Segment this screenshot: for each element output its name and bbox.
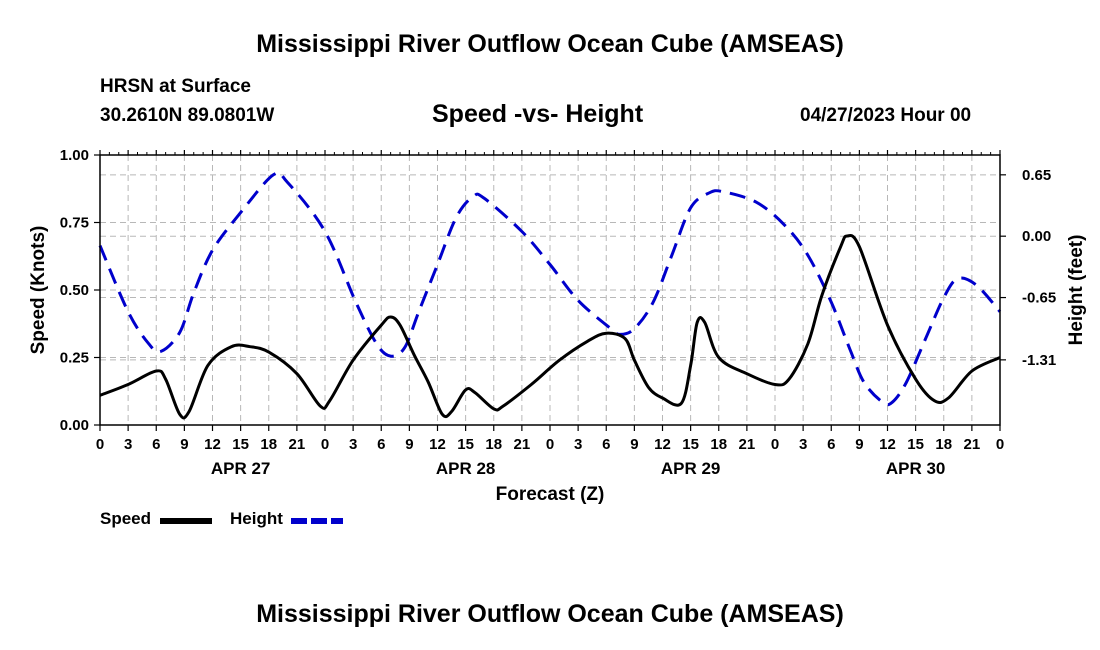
x-tick-label: 18: [710, 436, 727, 453]
x-tick-label: 0: [321, 436, 329, 453]
speed-series-line: [99, 233, 1001, 420]
x-tick-label: 6: [602, 436, 610, 453]
y-right-tick-label: 0.00: [1022, 228, 1051, 245]
x-tick-label: 21: [514, 436, 531, 453]
x-tick-label: 12: [879, 436, 896, 453]
y-right-tick-label: 0.65: [1022, 167, 1051, 184]
x-tick-label: 0: [771, 436, 779, 453]
x-tick-label: 6: [377, 436, 385, 453]
x-tick-label: 21: [739, 436, 756, 453]
series-layer: [98, 171, 1002, 420]
y-right-tick-label: -0.65: [1022, 290, 1056, 307]
y-left-tick-label: 0.75: [60, 215, 89, 232]
chart-title-repeat: Mississippi River Outflow Ocean Cube (AM…: [256, 600, 844, 628]
x-tick-label: 0: [96, 436, 104, 453]
x-tick-label: 9: [180, 436, 188, 453]
y-left-tick-label: 0.00: [60, 417, 89, 434]
day-label: APR 30: [886, 459, 946, 478]
chart-subtitle: Speed -vs- Height: [432, 100, 644, 128]
chart-title: Mississippi River Outflow Ocean Cube (AM…: [256, 30, 844, 58]
x-tick-label: 3: [124, 436, 132, 453]
x-tick-label: 15: [457, 436, 474, 453]
station-label: HRSN at Surface: [100, 76, 251, 97]
y-right-tick-label: -1.31: [1022, 352, 1056, 369]
x-tick-label: 3: [799, 436, 807, 453]
x-tick-label: 15: [682, 436, 699, 453]
day-label: APR 29: [661, 459, 721, 478]
day-label: APR 27: [211, 459, 271, 478]
x-tick-label: 12: [204, 436, 221, 453]
x-tick-label: 6: [827, 436, 835, 453]
x-tick-label: 21: [964, 436, 981, 453]
y-right-axis-label: Height (feet): [1066, 235, 1087, 346]
legend-speed-label: Speed: [100, 509, 152, 528]
x-tick-label: 3: [574, 436, 582, 453]
x-tick-label: 0: [546, 436, 554, 453]
x-tick-label: 3: [349, 436, 357, 453]
legend-height-swatch: [291, 518, 343, 524]
x-tick-label: 9: [405, 436, 413, 453]
x-tick-label: 12: [429, 436, 446, 453]
forecast-datetime: 04/27/2023 Hour 00: [800, 105, 972, 126]
x-tick-label: 21: [289, 436, 306, 453]
coordinates-label: 30.2610N 89.0801W: [100, 105, 275, 126]
x-tick-label: 6: [152, 436, 160, 453]
y-left-tick-label: 0.25: [60, 350, 89, 367]
legend-speed-swatch: [160, 518, 212, 524]
x-axis-label: Forecast (Z): [496, 484, 605, 505]
day-label: APR 28: [436, 459, 496, 478]
y-left-tick-label: 1.00: [60, 147, 89, 164]
x-tick-label: 12: [654, 436, 671, 453]
x-tick-label: 15: [232, 436, 249, 453]
grid-lines: [100, 155, 1000, 425]
x-tick-label: 18: [935, 436, 952, 453]
legend-height-label: Height: [230, 509, 283, 528]
x-tick-label: 15: [907, 436, 924, 453]
height-series-line: [98, 171, 1002, 407]
x-tick-label: 0: [996, 436, 1004, 453]
y-left-axis-label: Speed (Knots): [28, 226, 49, 355]
x-tick-label: 18: [260, 436, 277, 453]
x-tick-label: 9: [630, 436, 638, 453]
x-tick-label: 9: [855, 436, 863, 453]
y-left-tick-label: 0.50: [60, 282, 89, 299]
axes: 0 3 6 9 12 15 18 21 0 3 6 9 12 15 18 21 0 3 6 9 12 15 18 21 0 3 6 9…: [28, 147, 1087, 505]
x-tick-label: 18: [485, 436, 502, 453]
